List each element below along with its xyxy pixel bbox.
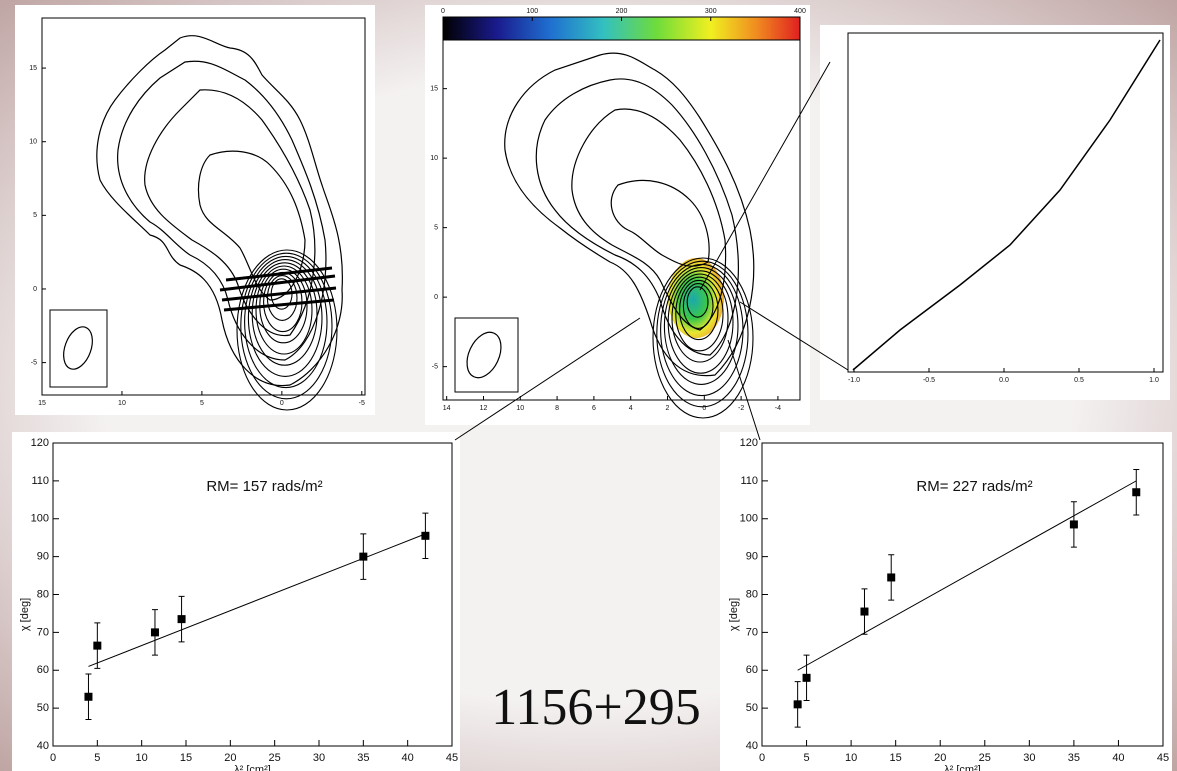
x-tick-label: 45: [446, 752, 458, 764]
y-tick-label: 10: [29, 139, 37, 146]
x-tick-label: 20: [934, 752, 946, 764]
x-tick-label: 2: [666, 405, 670, 412]
point: [1132, 488, 1140, 496]
panel: [820, 25, 1170, 400]
x-tick-label: 5: [803, 752, 809, 764]
y-tick-label: 70: [746, 626, 758, 638]
point: [1070, 520, 1078, 528]
point: [887, 573, 895, 581]
y-tick-label: 70: [37, 626, 49, 638]
x-tick-label: 45: [1157, 752, 1169, 764]
x-tick-label: 0: [759, 752, 765, 764]
x-tick-label: 30: [313, 752, 325, 764]
y-tick-label: 15: [430, 85, 438, 92]
y-tick-label: 0: [33, 286, 37, 293]
point: [803, 674, 811, 682]
x-tick-label: 25: [979, 752, 991, 764]
x-tick-label: 40: [402, 752, 414, 764]
colorbar-tick-label: 300: [705, 8, 717, 15]
y-tick-label: 15: [29, 65, 37, 72]
x-tick-label: 10: [516, 405, 524, 412]
figure: 151050-5151050-514121086420-2-4151050-50…: [0, 0, 1177, 771]
x-tick-label: 10: [118, 400, 126, 407]
point: [151, 628, 159, 636]
x-tick-label: 6: [592, 405, 596, 412]
y-tick-label: 110: [31, 475, 49, 487]
y-tick-label: 100: [740, 513, 758, 525]
x-tick-label: 35: [357, 752, 369, 764]
x-tick-label: 12: [480, 405, 488, 412]
x-tick-label: -2: [738, 405, 744, 412]
x-tick-label: 15: [38, 400, 46, 407]
x-tick-label: 0.0: [999, 377, 1009, 384]
y-axis-label: χ [deg]: [728, 598, 740, 631]
x-axis-label: λ² [cm²]: [234, 764, 271, 771]
point: [860, 608, 868, 616]
x-tick-label: -0.5: [923, 377, 935, 384]
y-tick-label: 90: [37, 551, 49, 563]
point: [84, 693, 92, 701]
x-tick-label: 20: [224, 752, 236, 764]
y-tick-label: 50: [37, 702, 49, 714]
y-tick-label: 5: [434, 224, 438, 231]
point: [178, 615, 186, 623]
x-tick-label: 30: [1023, 752, 1035, 764]
x-tick-label: 40: [1112, 752, 1124, 764]
x-tick-label: 10: [845, 752, 857, 764]
x-tick-label: 10: [136, 752, 148, 764]
panel: [15, 5, 375, 415]
y-tick-label: 50: [746, 702, 758, 714]
page: {"caption": "1156+295", "chart_data": [ …: [0, 0, 1177, 771]
x-tick-label: 5: [94, 752, 100, 764]
x-tick-label: -5: [359, 400, 365, 407]
x-tick-label: 15: [180, 752, 192, 764]
y-tick-label: 40: [37, 740, 49, 752]
x-tick-label: 25: [269, 752, 281, 764]
y-tick-label: 60: [37, 664, 49, 676]
point: [794, 700, 802, 708]
y-tick-label: -5: [31, 359, 37, 366]
x-tick-label: 15: [890, 752, 902, 764]
y-tick-label: 40: [746, 740, 758, 752]
y-tick-label: 80: [746, 588, 758, 600]
annotation: RM= 157 rads/m²: [206, 478, 322, 495]
x-tick-label: 8: [555, 405, 559, 412]
y-tick-label: 60: [746, 664, 758, 676]
x-tick-label: 0: [702, 405, 706, 412]
x-axis-label: λ² [cm²]: [944, 764, 981, 771]
x-tick-label: 1.0: [1149, 377, 1159, 384]
y-tick-label: 10: [430, 155, 438, 162]
panel: [425, 5, 810, 425]
x-tick-label: 0.5: [1074, 377, 1084, 384]
y-tick-label: 90: [746, 551, 758, 563]
y-tick-label: 100: [31, 513, 49, 525]
x-tick-label: 0: [280, 400, 284, 407]
y-tick-label: -5: [432, 363, 438, 370]
colorbar-tick-label: 400: [794, 8, 806, 15]
point: [421, 532, 429, 540]
y-tick-label: 120: [31, 437, 49, 449]
y-tick-label: 5: [33, 212, 37, 219]
y-tick-label: 110: [740, 475, 758, 487]
colorbar-tick-label: 200: [616, 8, 628, 15]
point: [93, 642, 101, 650]
y-tick-label: 80: [37, 588, 49, 600]
point: [359, 553, 367, 561]
x-tick-label: 4: [629, 405, 633, 412]
colorbar-tick-label: 100: [526, 8, 538, 15]
annotation: RM= 227 rads/m²: [916, 478, 1032, 495]
y-tick-label: 0: [434, 294, 438, 301]
y-axis-label: χ [deg]: [19, 598, 31, 631]
x-tick-label: 0: [50, 752, 56, 764]
caption: 1156+295: [491, 679, 700, 736]
x-tick-label: -4: [775, 405, 781, 412]
colorbar-tick-label: 0: [441, 8, 445, 15]
x-tick-label: 14: [443, 405, 451, 412]
x-tick-label: 35: [1068, 752, 1080, 764]
x-tick-label: -1.0: [848, 377, 860, 384]
y-tick-label: 120: [740, 437, 758, 449]
x-tick-label: 5: [200, 400, 204, 407]
